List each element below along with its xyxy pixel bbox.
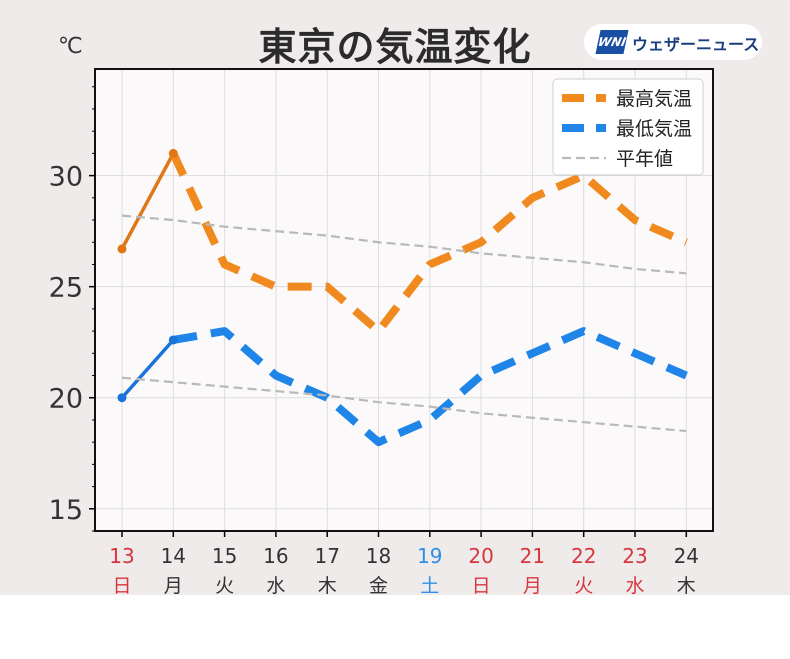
- x-tick-label-date: 19: [417, 544, 442, 568]
- series-point-observed: [117, 393, 127, 403]
- y-tick-label: 15: [49, 495, 83, 526]
- x-tick-label-weekday: 木: [677, 575, 696, 595]
- x-tick-label-weekday: 火: [215, 575, 234, 595]
- series-line-forecast: [169, 151, 688, 336]
- y-tick-label: 20: [49, 384, 83, 415]
- x-tick-label-date: 16: [263, 544, 288, 568]
- brand-name: ウェザーニュース: [632, 35, 760, 54]
- y-tick-label: 25: [49, 273, 83, 304]
- x-tick-label-date: 21: [520, 544, 545, 568]
- x-tick-label-weekday: 土: [420, 575, 439, 595]
- x-tick-label-weekday: 水: [625, 575, 644, 595]
- legend-label: 最高気温: [616, 88, 692, 110]
- chart-title: 東京の気温変化: [258, 25, 532, 69]
- series-point-observed: [168, 335, 178, 345]
- series-point-observed: [117, 244, 127, 254]
- x-tick-label-weekday: 日: [112, 575, 131, 595]
- x-tick-label-date: 23: [622, 544, 647, 568]
- x-tick-label-weekday: 日: [472, 575, 491, 595]
- x-tick-label-date: 17: [314, 544, 339, 568]
- x-tick-label-date: 13: [109, 544, 134, 568]
- legend-box: [552, 78, 704, 176]
- x-tick-label-weekday: 金: [369, 575, 388, 595]
- legend-label: 平年値: [616, 148, 673, 170]
- x-tick-label-date: 20: [468, 544, 493, 568]
- x-tick-label-date: 22: [571, 544, 596, 568]
- x-tick-label-date: 14: [161, 544, 186, 568]
- x-tick-label-weekday: 月: [523, 575, 542, 595]
- series-line-forecast: [172, 327, 688, 447]
- legend-label: 最低気温: [616, 118, 692, 140]
- series-line-normal: [121, 376, 687, 433]
- x-tick-label-date: 18: [366, 544, 391, 568]
- x-tick-label-date: 24: [674, 544, 699, 568]
- series-point-observed: [168, 148, 178, 158]
- x-tick-label-weekday: 月: [164, 575, 183, 595]
- brand-badge[interactable]: WNI ウェザーニュース: [584, 24, 762, 60]
- series-line-observed: [120, 338, 176, 400]
- x-tick-label-date: 15: [212, 544, 237, 568]
- series-line-normal: [121, 214, 687, 275]
- x-tick-label-weekday: 火: [574, 575, 593, 595]
- plot-frame: [94, 68, 714, 532]
- y-tick-label: 30: [49, 162, 83, 193]
- chart-card: 東京の気温変化 ℃ WNI ウェザーニュース 15 20 25 30 13 日 14 月 15 火…: [0, 0, 790, 595]
- series-line-observed: [120, 151, 176, 251]
- x-tick-label-weekday: 木: [318, 575, 337, 595]
- y-axis-unit: ℃: [58, 34, 83, 59]
- x-tick-label-weekday: 水: [266, 575, 285, 595]
- temperature-chart: 15 20 25 30 13 日 14 月 15 火 16 水 17 木 18 金 19 土 20 日 21 月 22 火 23…: [49, 68, 714, 595]
